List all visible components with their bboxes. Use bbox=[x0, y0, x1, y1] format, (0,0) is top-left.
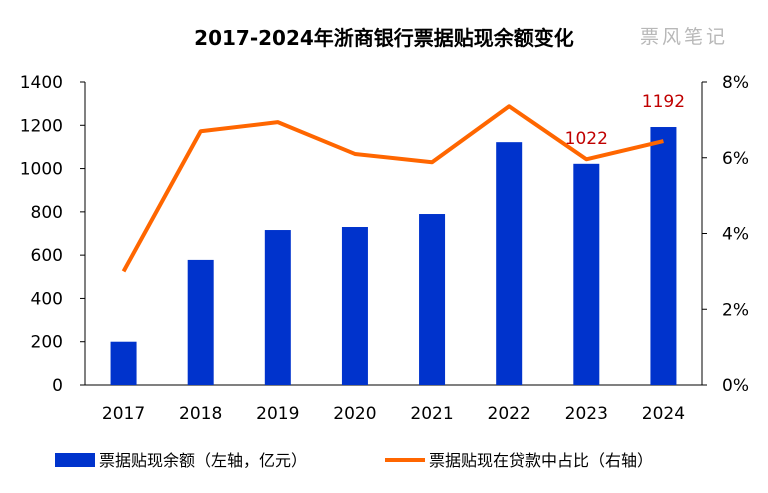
right-tick-label: 2% bbox=[722, 300, 749, 320]
ratio-line bbox=[121, 104, 664, 273]
left-tick-label: 400 bbox=[31, 289, 63, 309]
x-tick-label: 2018 bbox=[179, 404, 222, 424]
bar-2020 bbox=[341, 227, 368, 385]
data-label-2024: 1192 bbox=[642, 92, 685, 112]
bar-2018 bbox=[187, 259, 214, 385]
bar-2019 bbox=[264, 230, 291, 385]
legend: 票据贴现余额（左轴，亿元） 票据贴现在贷款中占比（右轴） bbox=[55, 451, 653, 470]
legend-label-line: 票据贴现在贷款中占比（右轴） bbox=[429, 451, 653, 470]
right-tick-label: 6% bbox=[722, 149, 749, 169]
x-tick-label: 2019 bbox=[256, 404, 299, 424]
right-tick-label: 8% bbox=[722, 73, 749, 93]
bar-2024 bbox=[650, 127, 677, 385]
left-tick-label: 600 bbox=[31, 246, 63, 266]
left-tick-label: 1400 bbox=[20, 73, 63, 93]
x-tick-label: 2021 bbox=[410, 404, 453, 424]
legend-swatch-bar bbox=[55, 453, 95, 467]
left-tick-label: 1000 bbox=[20, 160, 63, 180]
x-tick-label: 2022 bbox=[488, 404, 531, 424]
bar-2022 bbox=[496, 142, 523, 385]
bar-2021 bbox=[419, 214, 446, 385]
x-tick-label: 2024 bbox=[642, 404, 685, 424]
left-tick-label: 800 bbox=[31, 203, 63, 223]
left-tick-label: 1200 bbox=[20, 116, 63, 136]
right-tick-label: 0% bbox=[722, 376, 749, 396]
data-label-2023: 1022 bbox=[565, 129, 608, 149]
bar-2023 bbox=[573, 163, 600, 385]
right-tick-label: 4% bbox=[722, 225, 749, 245]
legend-label-bar: 票据贴现余额（左轴，亿元） bbox=[99, 451, 307, 470]
left-tick-label: 0 bbox=[52, 376, 63, 396]
bar-2017 bbox=[110, 341, 137, 385]
x-tick-label: 2017 bbox=[102, 404, 145, 424]
x-tick-label: 2020 bbox=[333, 404, 376, 424]
chart-title: 2017-2024年浙商银行票据贴现余额变化 bbox=[194, 26, 574, 50]
x-tick-label: 2023 bbox=[565, 404, 608, 424]
left-tick-label: 200 bbox=[31, 333, 63, 353]
watermark: 票风笔记 bbox=[640, 26, 728, 48]
